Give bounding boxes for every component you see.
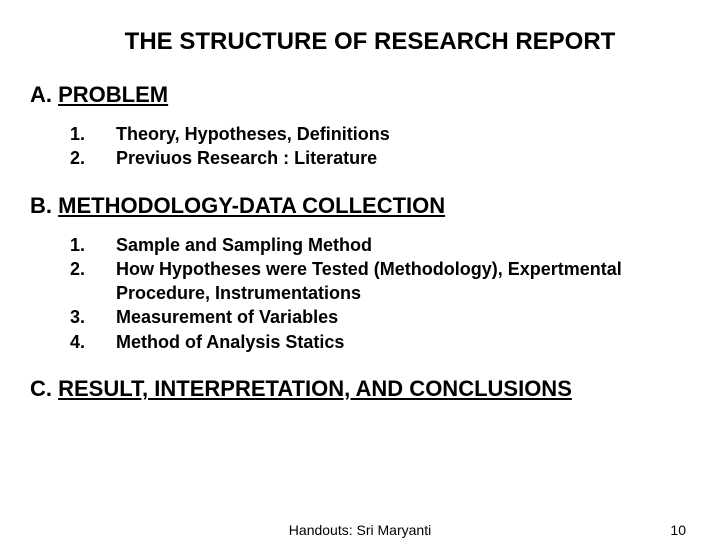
footer-handout-text: Handouts: Sri Maryanti: [0, 522, 720, 538]
section-b-letter: B.: [30, 193, 52, 218]
section-b-items: 1. Sample and Sampling Method 2. How Hyp…: [70, 233, 690, 354]
list-item: 4. Method of Analysis Statics: [70, 330, 690, 354]
item-text: Theory, Hypotheses, Definitions: [116, 122, 690, 146]
item-text: Measurement of Variables: [116, 305, 690, 329]
section-c-letter: C.: [30, 376, 52, 401]
list-item: 3. Measurement of Variables: [70, 305, 690, 329]
item-number: 1.: [70, 233, 116, 257]
section-a-letter: A.: [30, 82, 52, 107]
section-c-heading: C. RESULT, INTERPRETATION, AND CONCLUSIO…: [30, 376, 690, 402]
section-a-heading: A. PROBLEM: [30, 82, 690, 108]
item-number: 3.: [70, 305, 116, 329]
item-number: 1.: [70, 122, 116, 146]
section-b-label: METHODOLOGY-DATA COLLECTION: [58, 193, 445, 218]
item-number: 4.: [70, 330, 116, 354]
item-number: 2.: [70, 257, 116, 306]
footer-page-number: 10: [670, 522, 686, 538]
item-text: Previuos Research : Literature: [116, 146, 690, 170]
section-a-label: PROBLEM: [58, 82, 168, 107]
list-item: 1. Theory, Hypotheses, Definitions: [70, 122, 690, 146]
section-c-label: RESULT, INTERPRETATION, AND CONCLUSIONS: [58, 376, 572, 401]
section-a-items: 1. Theory, Hypotheses, Definitions 2. Pr…: [70, 122, 690, 171]
item-text: Method of Analysis Statics: [116, 330, 690, 354]
list-item: 2. Previuos Research : Literature: [70, 146, 690, 170]
section-b-heading: B. METHODOLOGY-DATA COLLECTION: [30, 193, 690, 219]
slide-title: THE STRUCTURE OF RESEARCH REPORT: [50, 28, 690, 56]
list-item: 2. How Hypotheses were Tested (Methodolo…: [70, 257, 690, 306]
item-number: 2.: [70, 146, 116, 170]
list-item: 1. Sample and Sampling Method: [70, 233, 690, 257]
item-text: Sample and Sampling Method: [116, 233, 690, 257]
item-text: How Hypotheses were Tested (Methodology)…: [116, 257, 690, 306]
